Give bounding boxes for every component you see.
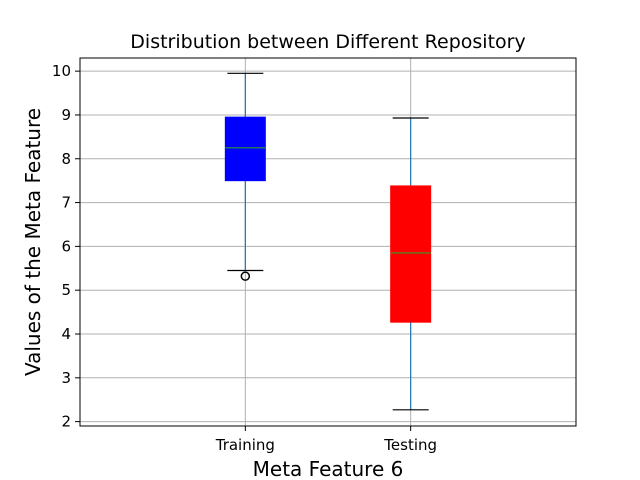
x-tick-label: Testing [383, 436, 437, 454]
chart-title: Distribution between Different Repositor… [130, 31, 525, 53]
y-tick-label: 10 [52, 62, 71, 80]
x-axis-label: Meta Feature 6 [253, 457, 404, 480]
y-axis: 2 3 4 5 6 7 8 9 10 [52, 62, 80, 431]
x-tick-label: Training [215, 436, 275, 454]
y-tick-label: 7 [61, 194, 71, 212]
y-tick-label: 4 [61, 325, 71, 343]
y-tick-label: 8 [61, 150, 71, 168]
y-axis-label: Values of the Meta Feature [21, 108, 45, 376]
y-tick-label: 3 [61, 369, 71, 387]
box-group-testing [390, 117, 432, 411]
boxes-layer [224, 72, 432, 411]
box-group-training [224, 72, 266, 281]
outlier-point [240, 271, 251, 281]
y-tick-label: 6 [61, 237, 71, 255]
x-axis: Training Testing [215, 426, 437, 454]
y-tick-label: 2 [61, 413, 71, 431]
y-tick-label: 5 [61, 281, 71, 299]
box [390, 185, 432, 323]
y-tick-label: 9 [61, 106, 71, 124]
grid-layer [80, 58, 576, 426]
plot-frame [79, 57, 577, 427]
box [224, 116, 266, 182]
